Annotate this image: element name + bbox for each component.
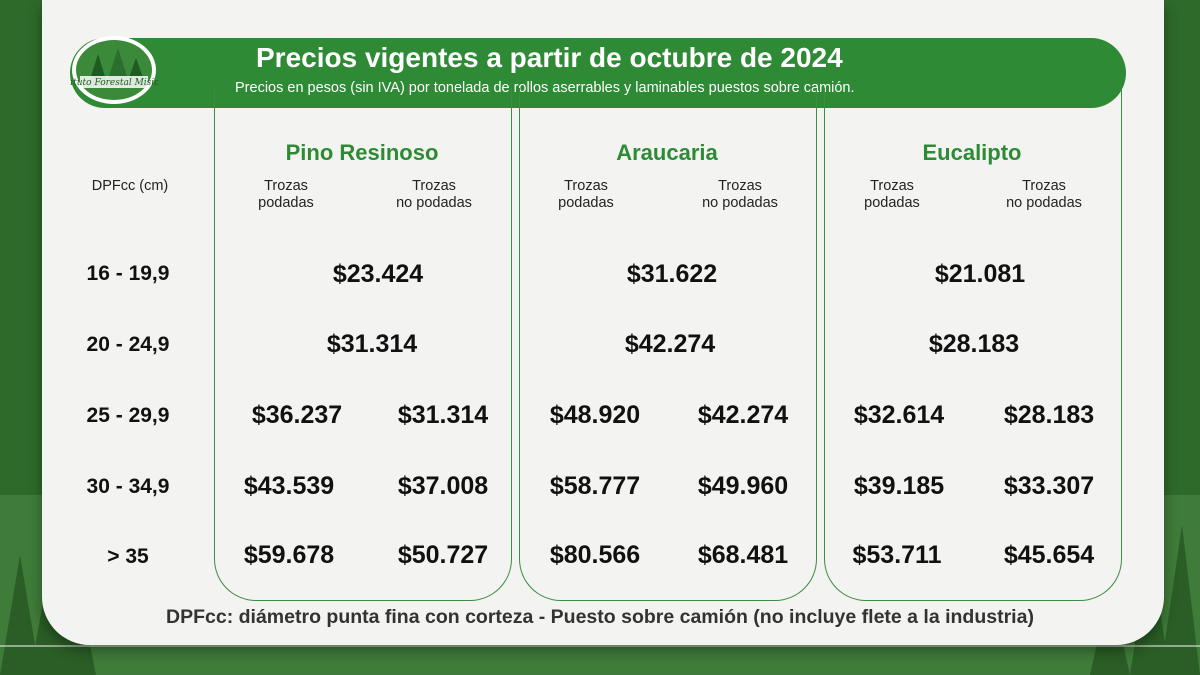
page-title: Precios vigentes a partir de octubre de … [256, 42, 843, 73]
price-cell: $31.314 [326, 330, 418, 358]
subhead-pruned: Trozas podadas [864, 178, 920, 211]
panel-pino [214, 88, 512, 601]
row-label: > 35 [107, 545, 149, 568]
price-cell: $42.274 [624, 330, 716, 358]
species-eucalipto: Eucalipto [922, 140, 1022, 165]
price-cell: $43.539 [243, 472, 335, 500]
price-cell: $68.481 [697, 541, 789, 569]
price-cell: $28.183 [928, 330, 1020, 358]
price-cell: $53.711 [852, 541, 942, 569]
price-cell: $33.307 [1003, 472, 1095, 500]
row-label: 30 - 34,9 [86, 475, 170, 498]
row-label: 16 - 19,9 [86, 262, 170, 285]
price-cell: $49.960 [697, 472, 789, 500]
panel-araucaria [519, 88, 817, 601]
footnote: DPFcc: diámetro punta fina con corteza -… [166, 606, 1034, 628]
price-cell: $32.614 [853, 401, 945, 429]
price-cell: $48.920 [549, 401, 641, 429]
price-cell: $59.678 [243, 541, 335, 569]
dpf-header: DPFcc (cm) [91, 178, 169, 194]
price-cell: $31.314 [397, 401, 489, 429]
price-cell: $58.777 [549, 472, 641, 500]
price-cell: $39.185 [853, 472, 945, 500]
row-label: 25 - 29,9 [86, 404, 170, 427]
subhead-unpruned: Trozas no podadas [702, 178, 778, 211]
species-pino: Pino Resinoso [285, 140, 439, 165]
forest-logo-icon: Instituto Forestal Misiones [70, 36, 158, 104]
panel-eucalipto [824, 88, 1122, 601]
subhead-unpruned: Trozas no podadas [396, 178, 472, 211]
logo-text: Instituto Forestal Misiones [70, 78, 158, 88]
price-cell: $28.183 [1003, 401, 1095, 429]
price-cell: $50.727 [397, 541, 489, 569]
price-cell: $31.622 [626, 260, 718, 288]
price-cell: $21.081 [934, 260, 1026, 288]
subhead-pruned: Trozas podadas [258, 178, 314, 211]
price-cell: $45.654 [1003, 541, 1095, 569]
subhead-pruned: Trozas podadas [558, 178, 614, 211]
price-cell: $80.566 [549, 541, 641, 569]
price-cell: $42.274 [697, 401, 789, 429]
row-label: 20 - 24,9 [86, 333, 170, 356]
price-cell: $23.424 [332, 260, 424, 288]
price-cell: $37.008 [397, 472, 489, 500]
price-cell: $36.237 [251, 401, 343, 429]
species-araucaria: Araucaria [616, 140, 718, 165]
subhead-unpruned: Trozas no podadas [1006, 178, 1082, 211]
